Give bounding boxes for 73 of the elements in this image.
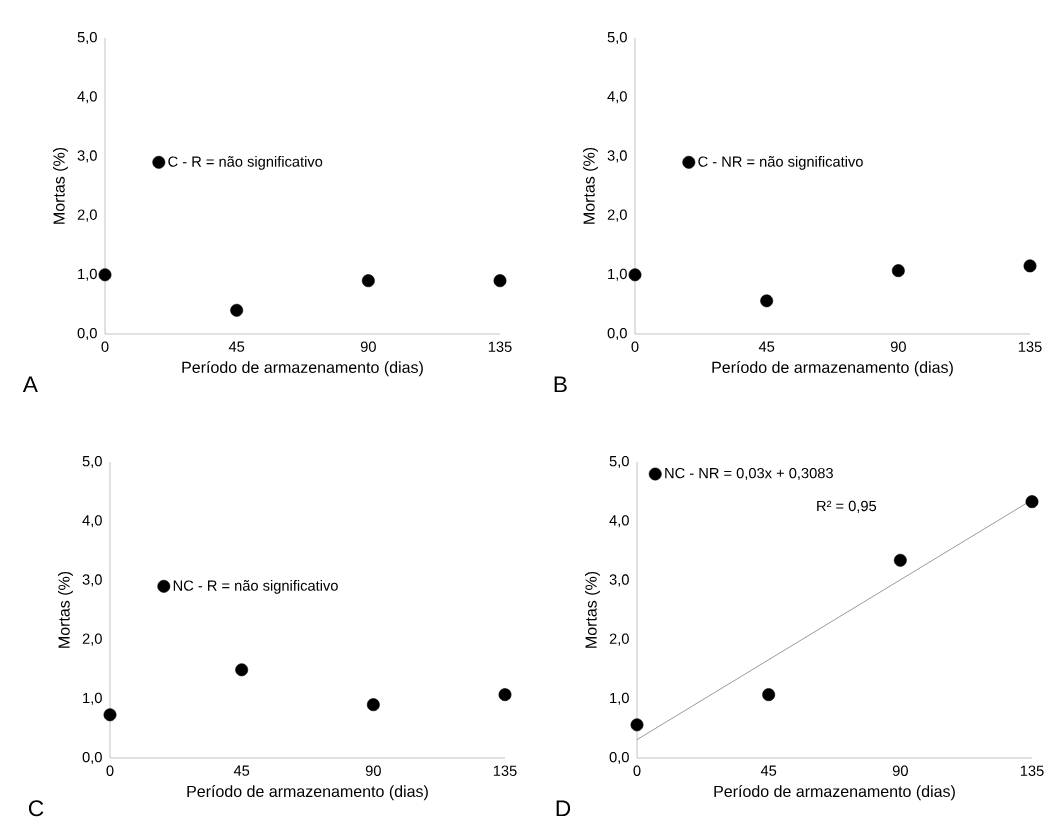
- x-tick-label: 45: [760, 765, 777, 776]
- legend-label: NC - R = não significativo: [173, 580, 338, 594]
- x-tick-label: 135: [1018, 341, 1042, 352]
- text: A: [22, 376, 38, 393]
- y-tick-label: 2,0: [607, 209, 627, 222]
- y-tick-label: 4,0: [77, 91, 97, 104]
- point: [98, 268, 112, 282]
- point: [366, 698, 380, 712]
- point: [498, 688, 512, 702]
- y-tick-label: 0,0: [607, 327, 627, 341]
- y-tick-label: 0,0: [77, 327, 97, 341]
- y-tick-label: 3,0: [77, 150, 97, 163]
- point: [230, 303, 244, 317]
- legend-label: NC - NR = 0,03x + 0,3083: [665, 467, 833, 481]
- point: [630, 718, 644, 732]
- y-tick-label: 5,0: [607, 31, 627, 45]
- y-tick-label: 4,0: [609, 515, 629, 528]
- legend-label: C - R = não significativo: [168, 156, 323, 170]
- y-tick-label: 0,0: [82, 751, 102, 765]
- point: [493, 274, 507, 288]
- x-tick-label: 0: [101, 341, 109, 352]
- point: [628, 268, 642, 282]
- point: [893, 553, 907, 567]
- x-tick-label: 45: [758, 341, 775, 352]
- x-axis-title: Período de armazenamento (dias): [712, 361, 953, 377]
- x-tick-label: 135: [488, 341, 512, 352]
- point: [760, 294, 774, 308]
- x-axis-title: Período de armazenamento (dias): [714, 785, 955, 801]
- y-axis-title: Mortas (%): [53, 147, 68, 224]
- x-tick-label: 90: [892, 765, 908, 776]
- y-tick-label: 3,0: [609, 574, 629, 587]
- y-axis-title: Mortas (%): [585, 571, 600, 648]
- point: [235, 663, 249, 677]
- x-tick-label: 0: [631, 341, 639, 352]
- y-tick-label: 1,0: [608, 268, 627, 281]
- x-tick-label: 90: [890, 341, 906, 352]
- y-axis-title: Mortas (%): [583, 147, 598, 224]
- y-tick-label: 1,0: [83, 692, 102, 705]
- x-axis-title: Período de armazenamento (dias): [182, 361, 423, 377]
- y-tick-label: 0,0: [609, 751, 629, 765]
- annotation: R² = 0,95: [817, 500, 877, 513]
- y-tick-label: 2,0: [609, 633, 629, 646]
- y-tick-label: 3,0: [82, 574, 102, 587]
- x-tick-label: 45: [233, 765, 250, 776]
- text: B: [554, 376, 567, 393]
- point: [762, 688, 776, 702]
- point: [891, 264, 905, 278]
- y-tick-label: 4,0: [82, 515, 102, 528]
- point: [1023, 259, 1037, 273]
- y-tick-label: 5,0: [82, 455, 102, 469]
- y-tick-label: 1,0: [610, 692, 629, 705]
- x-tick-label: 45: [228, 341, 245, 352]
- x-axis-title: Período de armazenamento (dias): [187, 785, 428, 801]
- y-tick-label: 5,0: [77, 31, 97, 45]
- x-tick-label: 0: [633, 765, 641, 776]
- x-tick-label: 135: [1020, 765, 1044, 776]
- y-tick-label: 4,0: [607, 91, 627, 104]
- text: D: [556, 800, 571, 817]
- y-tick-label: 5,0: [609, 455, 629, 469]
- text: C: [28, 800, 44, 817]
- y-tick-label: 1,0: [78, 268, 97, 281]
- y-tick-label: 3,0: [607, 150, 627, 163]
- point: [103, 708, 117, 722]
- x-tick-label: 135: [493, 765, 517, 776]
- y-axis-title: Mortas (%): [58, 571, 73, 648]
- y-tick-label: 2,0: [82, 633, 102, 646]
- legend-label: C - NR = não significativo: [698, 156, 863, 170]
- point: [361, 274, 375, 288]
- x-tick-label: 90: [365, 765, 381, 776]
- x-tick-label: 90: [360, 341, 376, 352]
- point: [1025, 495, 1039, 509]
- y-tick-label: 2,0: [77, 209, 97, 222]
- x-tick-label: 0: [106, 765, 114, 776]
